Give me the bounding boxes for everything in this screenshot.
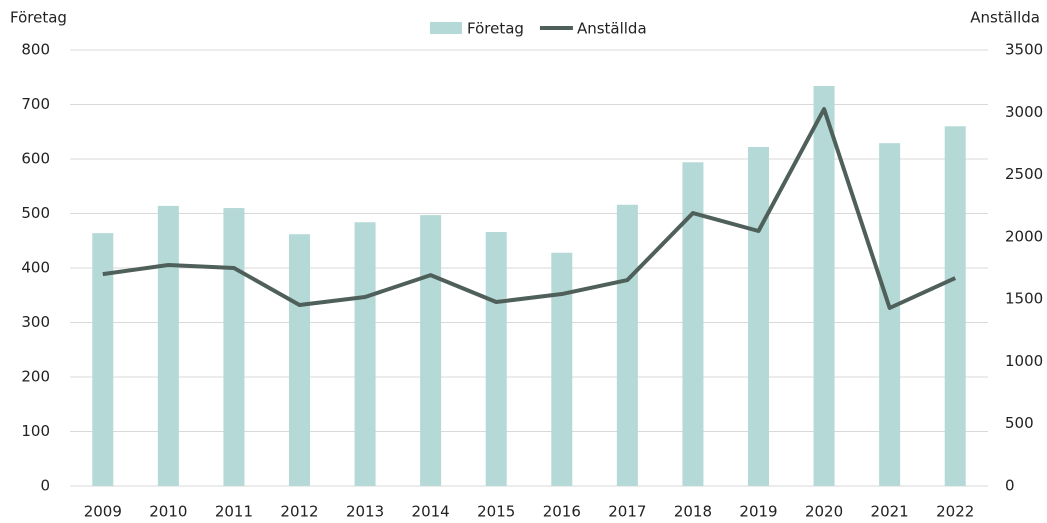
y-tick-label: 200 — [21, 368, 50, 386]
x-tick-label: 2016 — [543, 503, 581, 521]
y-axis-title: Företag — [10, 9, 67, 27]
bar — [682, 162, 704, 486]
bar — [420, 215, 442, 486]
bar — [551, 252, 573, 486]
y-tick-label: 600 — [21, 150, 50, 168]
bar — [485, 232, 507, 486]
legend-swatch — [430, 22, 462, 34]
y2-tick-label: 0 — [1005, 477, 1015, 495]
bar — [289, 234, 310, 486]
x-tick-label: 2015 — [477, 503, 515, 521]
bar — [92, 233, 114, 486]
x-tick-label: 2009 — [84, 503, 122, 521]
legend-label: Företag — [467, 20, 524, 38]
y-tick-label: 800 — [21, 41, 50, 59]
y-tick-label: 400 — [21, 259, 50, 277]
y2-tick-label: 2500 — [1005, 165, 1043, 183]
bar — [616, 204, 638, 486]
bar — [813, 85, 835, 486]
y-tick-label: 0 — [40, 477, 50, 495]
bar — [354, 222, 376, 486]
x-tick-label: 2010 — [149, 503, 187, 521]
y-tick-label: 700 — [21, 95, 50, 113]
bar — [157, 205, 179, 486]
bar — [223, 208, 245, 487]
y-tick-label: 300 — [21, 313, 50, 331]
y2-tick-label: 3500 — [1005, 41, 1043, 59]
y2-axis-title: Anställda — [970, 9, 1040, 27]
x-tick-label: 2021 — [871, 503, 909, 521]
x-tick-label: 2013 — [346, 503, 384, 521]
y2-tick-label: 500 — [1005, 414, 1034, 432]
line — [102, 107, 957, 310]
x-tick-label: 2020 — [805, 503, 843, 521]
x-tick-label: 2018 — [674, 503, 712, 521]
x-tick-label: 2019 — [739, 503, 777, 521]
y2-tick-label: 3000 — [1005, 103, 1043, 121]
y-tick-label: 100 — [21, 422, 50, 440]
y2-tick-label: 1000 — [1005, 352, 1043, 370]
bar — [879, 143, 901, 486]
x-tick-label: 2017 — [608, 503, 646, 521]
bar — [944, 126, 966, 487]
x-tick-label: 2012 — [280, 503, 318, 521]
x-tick-label: 2022 — [936, 503, 974, 521]
x-tick-label: 2011 — [215, 503, 253, 521]
y2-tick-label: 1500 — [1005, 290, 1043, 308]
y2-tick-label: 2000 — [1005, 227, 1043, 245]
x-tick-label: 2014 — [412, 503, 450, 521]
legend-label: Anställda — [577, 20, 647, 38]
y-tick-label: 500 — [21, 204, 50, 222]
bar — [748, 147, 769, 486]
